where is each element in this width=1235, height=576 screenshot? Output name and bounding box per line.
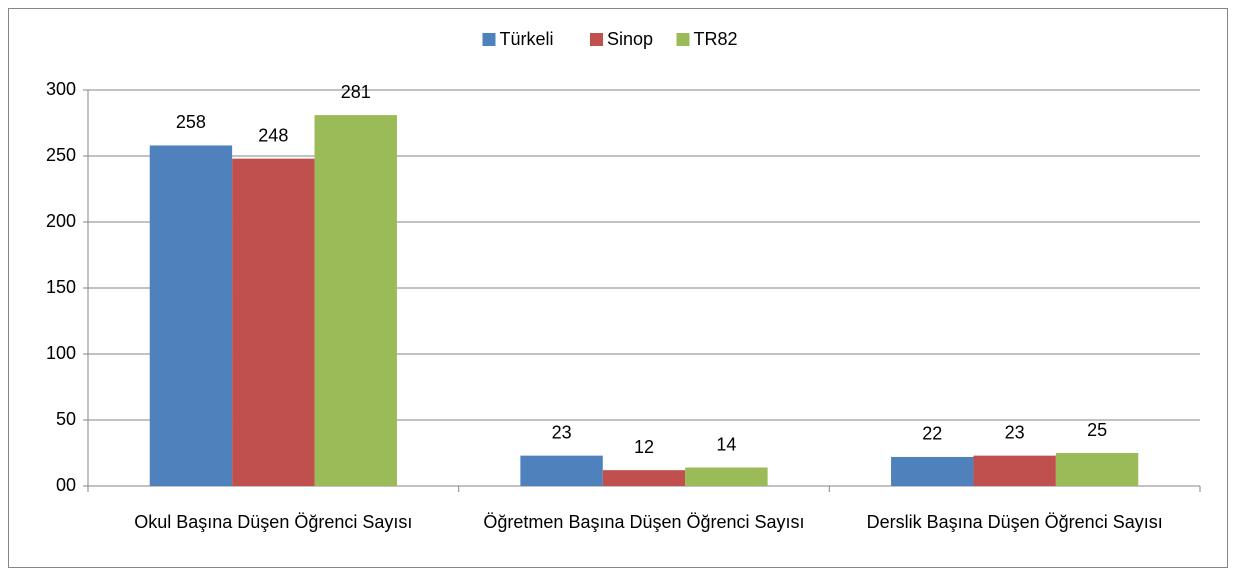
legend-label: Türkeli — [500, 29, 554, 49]
legend-swatch — [676, 33, 690, 46]
y-tick-label: 250 — [46, 145, 76, 165]
y-tick-label: 300 — [46, 79, 76, 99]
legend-swatch — [590, 33, 603, 46]
data-label: 23 — [552, 422, 572, 442]
legend-label: TR82 — [694, 29, 738, 49]
x-tick-label: Derslik Başına Düşen Öğrenci Sayısı — [866, 512, 1163, 532]
data-label: 23 — [1005, 422, 1025, 442]
y-tick-label: 200 — [46, 211, 76, 231]
bar — [891, 456, 974, 486]
data-label: 22 — [922, 424, 942, 444]
data-label: 14 — [716, 434, 736, 454]
legend-swatch — [482, 33, 496, 46]
x-tick-label: Okul Başına Düşen Öğrenci Sayısı — [134, 512, 413, 532]
data-label: 248 — [258, 125, 288, 145]
data-label: 25 — [1087, 420, 1107, 440]
legend-label: Sinop — [607, 29, 653, 49]
data-label: 12 — [634, 437, 654, 457]
bar — [520, 455, 603, 486]
bar — [685, 467, 768, 486]
y-tick-label: 150 — [46, 277, 76, 297]
y-tick-label: 100 — [46, 343, 76, 363]
x-tick-label: Öğretmen Başına Düşen Öğrenci Sayısı — [483, 512, 805, 532]
bar — [1055, 453, 1139, 486]
data-label: 258 — [176, 112, 206, 132]
bar — [973, 455, 1056, 486]
data-label: 281 — [341, 82, 371, 102]
y-tick-label: 50 — [56, 409, 76, 429]
bar — [149, 145, 233, 486]
y-tick-label: 00 — [56, 475, 76, 495]
bar — [232, 158, 315, 486]
bar — [314, 115, 397, 486]
bar — [602, 470, 686, 486]
